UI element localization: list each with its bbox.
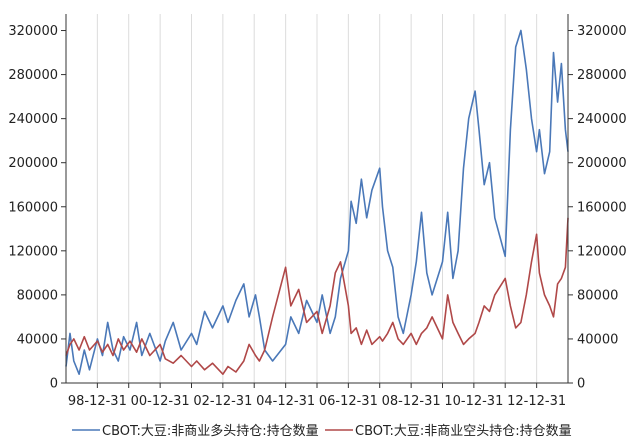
legend-item-long: CBOT:大豆:非商业多头持仓:持仓数量 [72,423,319,439]
x-tick-label: 00-12-31 [131,394,190,409]
legend-item-short: CBOT:大豆:非商业空头持仓:持仓数量 [325,424,572,439]
x-tick-label: 06-12-31 [319,394,378,409]
vertical-gridlines [96,14,538,383]
y-tick-label-right: 240000 [577,112,627,127]
x-tick-label: 02-12-31 [193,394,252,409]
x-tick-label: 10-12-31 [444,394,503,409]
series-lines [65,29,569,375]
y-tick-label: 280000 [8,68,58,83]
y-tick-label-right: 280000 [577,68,627,83]
left-y-axis-ticks: 0 40000 80000 120000 160000 200000 240000 28000… [8,24,66,392]
y-tick-label: 160000 [8,200,58,215]
y-tick-label: 0 [50,377,58,392]
legend-label-long: CBOT:大豆:非商业多头持仓:持仓数量 [102,423,319,439]
y-tick-label-right: 80000 [577,288,618,303]
y-tick-label: 320000 [8,24,58,39]
y-tick-label: 200000 [8,156,58,171]
y-tick-label-right: 320000 [577,24,627,39]
legend-label-short: CBOT:大豆:非商业空头持仓:持仓数量 [355,424,572,439]
x-tick-label: 12-12-31 [507,394,566,409]
y-tick-label-right: 120000 [577,244,627,259]
x-tick-label: 98-12-31 [68,394,127,409]
x-tick-label: 04-12-31 [256,394,315,409]
y-tick-label: 240000 [8,112,58,127]
series-line-1 [65,217,569,375]
y-tick-label: 40000 [17,332,58,347]
x-axis-ticks: 98-12-31 00-12-31 02-12-31 04-12-31 06-12-31… [68,383,566,409]
series-line-0 [65,29,569,375]
y-tick-label: 80000 [17,288,58,303]
y-tick-label: 120000 [8,244,58,259]
right-y-axis-ticks: 0 40000 80000 120000 160000 200000 240000 28000… [568,24,627,392]
y-tick-label-right: 160000 [577,200,627,215]
y-tick-label-right: 200000 [577,156,627,171]
y-tick-label-right: 0 [577,377,585,392]
x-tick-label: 08-12-31 [382,394,441,409]
y-tick-label-right: 40000 [577,332,618,347]
legend: CBOT:大豆:非商业多头持仓:持仓数量 CBOT:大豆:非商业空头持仓:持仓数… [72,423,572,439]
